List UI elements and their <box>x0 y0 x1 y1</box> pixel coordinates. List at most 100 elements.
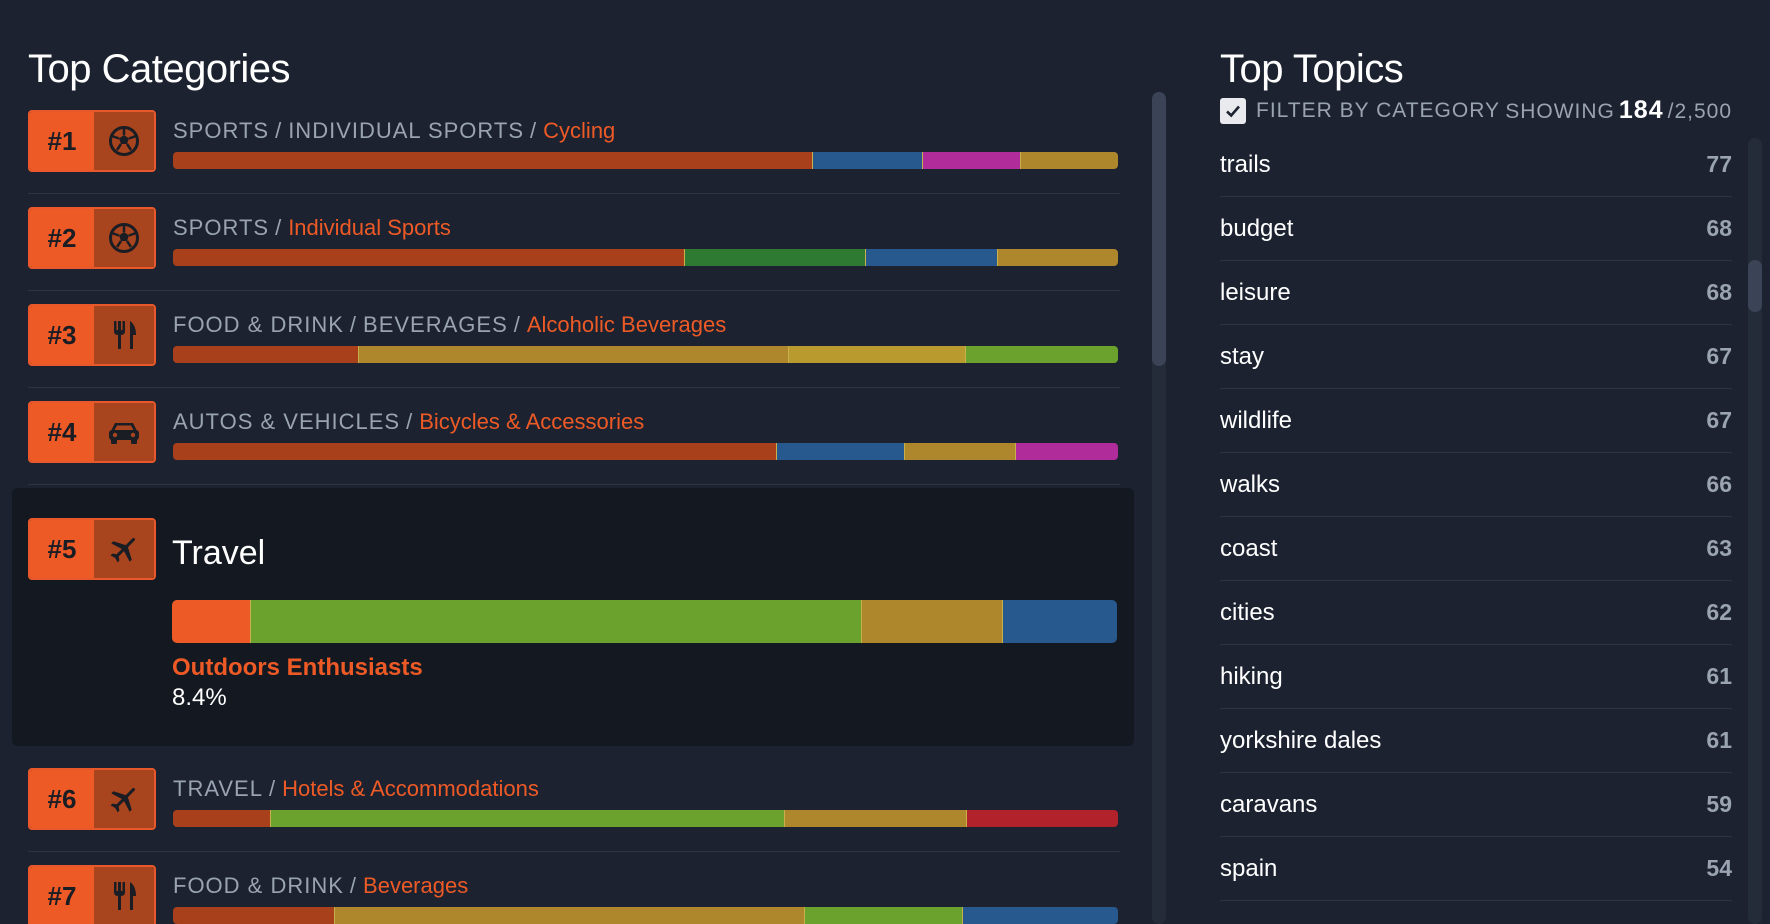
category-breakdown-bar[interactable] <box>173 249 1118 266</box>
path-segment: FOOD & DRINK <box>173 312 344 337</box>
bar-segment[interactable] <box>173 443 777 460</box>
bar-segment[interactable] <box>1002 600 1117 643</box>
category-breakdown-bar[interactable] <box>173 346 1118 363</box>
rank-badge: #4 <box>28 401 156 463</box>
topic-name: trails <box>1220 150 1271 178</box>
topic-count: 61 <box>1706 727 1732 753</box>
topic-count: 67 <box>1706 343 1732 369</box>
path-separator: / <box>349 873 358 898</box>
bar-segment[interactable] <box>173 152 813 169</box>
airplane-icon <box>94 770 154 828</box>
filter-by-category-label[interactable]: FILTER BY CATEGORY <box>1256 99 1500 122</box>
category-leaf[interactable]: Individual Sports <box>288 215 451 240</box>
topic-name: wildlife <box>1220 406 1293 434</box>
topic-row[interactable]: hiking 61 <box>1220 645 1732 709</box>
category-breakdown-bar[interactable] <box>173 443 1118 460</box>
category-row-3[interactable]: #3 FOOD & DRINK / BEVERAGES / Alcoholic Bever… <box>28 290 1120 388</box>
bar-segment[interactable] <box>172 600 252 643</box>
category-leaf[interactable]: Bicycles & Accessories <box>419 409 645 434</box>
bar-segment[interactable] <box>861 600 1003 643</box>
bar-segment[interactable] <box>966 810 1118 827</box>
bar-segment[interactable] <box>865 249 998 266</box>
bar-segment[interactable] <box>685 249 866 266</box>
category-breakdown-bar[interactable] <box>173 152 1118 169</box>
category-breakdown-bar[interactable] <box>172 600 1117 643</box>
bar-segment[interactable] <box>963 907 1118 924</box>
filter-by-category-checkbox[interactable] <box>1220 98 1246 124</box>
category-row-6[interactable]: #6 TRAVEL / Hotels & Accommodations <box>28 754 1120 852</box>
topic-row[interactable]: trails 77 <box>1220 133 1732 197</box>
topic-row[interactable]: budget 68 <box>1220 197 1732 261</box>
category-row-5[interactable]: #5 Travel Outdoors Enthusiasts 8.4% <box>12 488 1134 746</box>
bar-segment[interactable] <box>923 152 1021 169</box>
path-separator: / <box>275 118 283 143</box>
bar-segment[interactable] <box>789 346 966 363</box>
topic-row[interactable]: coast 63 <box>1220 517 1732 581</box>
topic-row[interactable]: spain 54 <box>1220 837 1732 901</box>
path-segment: BEVERAGES <box>363 312 508 337</box>
category-row-2[interactable]: #2 SPORTS / Individual Sports <box>28 193 1120 291</box>
bar-segment[interactable] <box>173 810 272 827</box>
bar-segment[interactable] <box>359 346 790 363</box>
bar-segment[interactable] <box>173 907 335 924</box>
bar-segment[interactable] <box>805 907 964 924</box>
bar-segment[interactable] <box>1015 443 1118 460</box>
soccer-ball-icon <box>94 112 154 170</box>
car-icon <box>94 403 154 461</box>
category-leaf[interactable]: Beverages <box>363 873 469 898</box>
filter-row: FILTER BY CATEGORY SHOWING 184/2,500 <box>1220 96 1732 126</box>
topic-row[interactable]: walks 66 <box>1220 453 1732 517</box>
topic-row[interactable]: wildlife 67 <box>1220 389 1732 453</box>
category-leaf[interactable]: Alcoholic Beverages <box>526 312 727 337</box>
bar-segment[interactable] <box>1020 152 1118 169</box>
fork-knife-icon <box>94 306 154 364</box>
bar-segment[interactable] <box>271 810 786 827</box>
airplane-icon <box>94 520 154 578</box>
category-row-7[interactable]: #7 FOOD & DRINK / Beverages <box>28 851 1120 924</box>
showing-count: SHOWING 184/2,500 <box>1505 96 1732 125</box>
topic-row[interactable]: yorkshire dales 61 <box>1220 709 1732 773</box>
topic-list: trails 77 budget 68 leisure 68 stay 67 wildlife 6… <box>1220 133 1732 901</box>
category-breakdown-bar[interactable] <box>173 907 1118 924</box>
topic-row[interactable]: cities 62 <box>1220 581 1732 645</box>
topic-count: 77 <box>1706 151 1732 177</box>
bar-segment[interactable] <box>905 443 1016 460</box>
category-scrollbar-thumb[interactable] <box>1152 92 1166 366</box>
fork-knife-icon <box>94 867 154 924</box>
category-scrollbar[interactable] <box>1152 92 1166 924</box>
bar-segment[interactable] <box>776 443 906 460</box>
bar-segment[interactable] <box>997 249 1118 266</box>
rank-number: #4 <box>30 403 94 461</box>
category-breakdown-bar[interactable] <box>173 810 1118 827</box>
topic-row[interactable]: leisure 68 <box>1220 261 1732 325</box>
showing-prefix: SHOWING <box>1505 100 1615 123</box>
topic-row[interactable]: caravans 59 <box>1220 773 1732 837</box>
bar-segment[interactable] <box>812 152 924 169</box>
highlight-segment-label: Outdoors Enthusiasts <box>172 654 423 681</box>
category-path: FOOD & DRINK / BEVERAGES / Alcoholic Beverag… <box>173 312 726 338</box>
category-path: SPORTS / INDIVIDUAL SPORTS / Cycling <box>173 118 615 144</box>
showing-total: /2,500 <box>1667 100 1732 123</box>
path-separator: / <box>406 409 414 434</box>
soccer-ball-icon <box>94 209 154 267</box>
bar-segment[interactable] <box>251 600 862 643</box>
category-leaf[interactable]: Cycling <box>543 118 616 143</box>
bar-segment[interactable] <box>173 346 360 363</box>
bar-segment[interactable] <box>965 346 1118 363</box>
path-segment: SPORTS <box>173 215 270 240</box>
topic-name: yorkshire dales <box>1220 726 1382 754</box>
checkmark-icon <box>1226 105 1240 118</box>
topic-scrollbar[interactable] <box>1748 138 1762 924</box>
bar-segment[interactable] <box>334 907 806 924</box>
bar-segment[interactable] <box>173 249 686 266</box>
bar-segment[interactable] <box>785 810 967 827</box>
topic-count: 66 <box>1706 471 1732 497</box>
topic-scrollbar-thumb[interactable] <box>1748 260 1762 312</box>
category-row-1[interactable]: #1 SPORTS / INDIVIDUAL SPORTS / Cycling <box>28 96 1120 194</box>
top-categories-heading: Top Categories <box>28 46 291 91</box>
category-leaf[interactable]: Hotels & Accommodations <box>282 776 539 801</box>
category-row-4[interactable]: #4 AUTOS & VEHICLES / Bicycles & Accessorie… <box>28 387 1120 485</box>
topic-count: 54 <box>1706 855 1732 881</box>
topic-row[interactable]: stay 67 <box>1220 325 1732 389</box>
rank-badge: #1 <box>28 110 156 172</box>
